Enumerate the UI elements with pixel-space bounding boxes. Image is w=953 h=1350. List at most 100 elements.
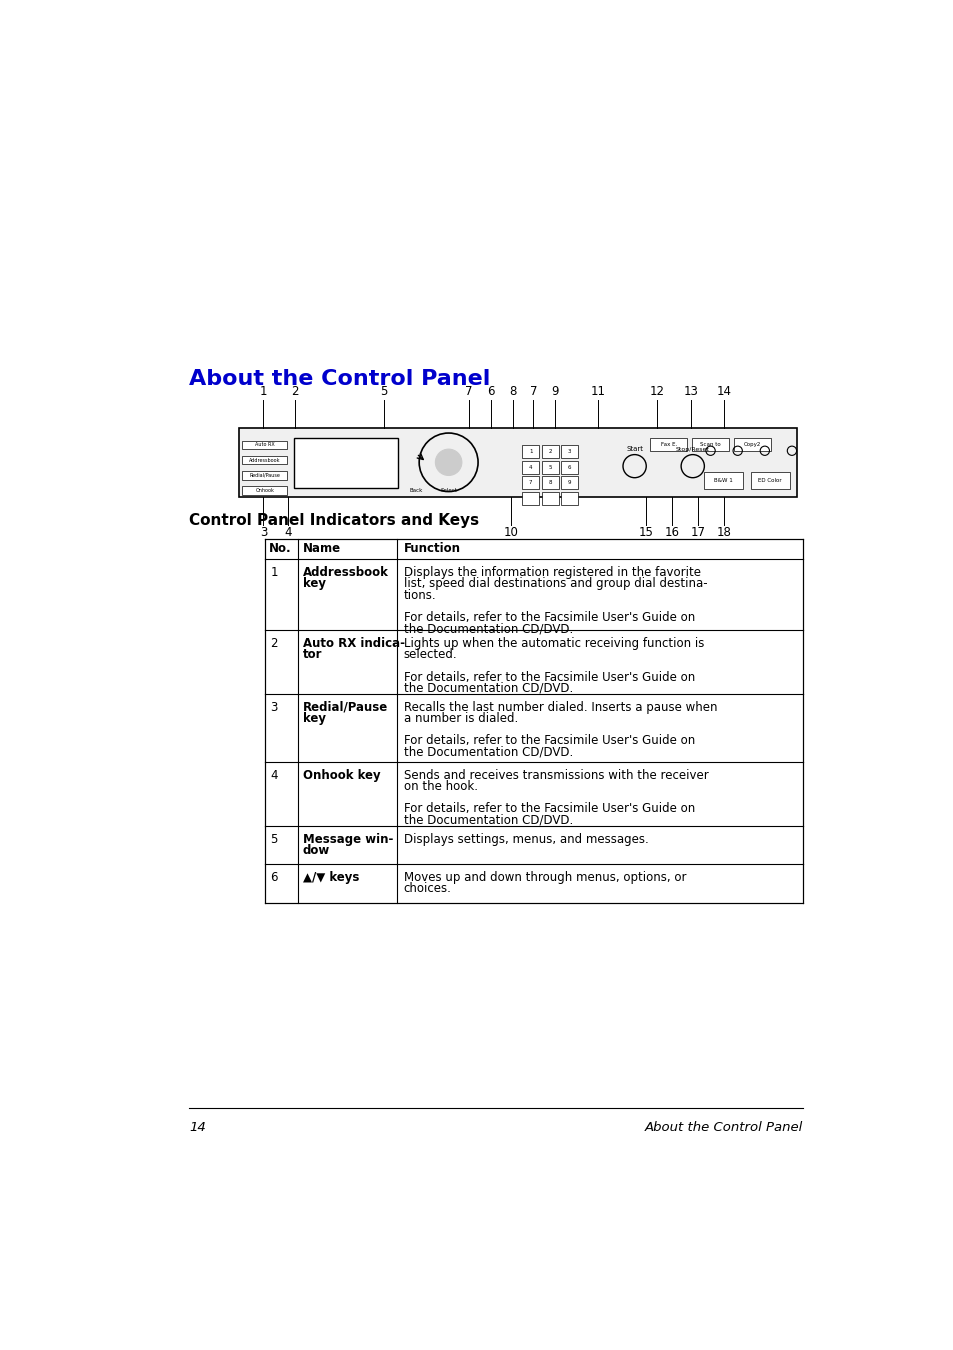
Bar — [733, 439, 770, 451]
Text: 7: 7 — [529, 385, 537, 398]
Text: 2: 2 — [548, 450, 552, 455]
Text: Redial/Pause: Redial/Pause — [303, 701, 388, 714]
Text: 5: 5 — [270, 833, 277, 845]
Text: ▲/▼ keys: ▲/▼ keys — [303, 871, 359, 884]
Text: For details, refer to the Facsimile User's Guide on: For details, refer to the Facsimile User… — [403, 802, 694, 815]
Text: Select: Select — [439, 489, 456, 493]
Text: Scan to: Scan to — [700, 441, 720, 447]
Text: 14: 14 — [716, 385, 731, 398]
Text: 15: 15 — [638, 526, 653, 539]
Bar — [541, 491, 558, 505]
Text: Moves up and down through menus, options, or: Moves up and down through menus, options… — [403, 871, 685, 884]
Text: 6: 6 — [487, 385, 495, 398]
Text: 16: 16 — [664, 526, 679, 539]
Text: Auto RX: Auto RX — [254, 443, 274, 447]
Text: 1: 1 — [529, 450, 532, 455]
Text: Displays settings, menus, and messages.: Displays settings, menus, and messages. — [403, 833, 648, 845]
Text: Start: Start — [625, 446, 642, 451]
Text: a number is dialed.: a number is dialed. — [403, 713, 517, 725]
Bar — [750, 472, 789, 489]
Text: 5: 5 — [548, 464, 552, 470]
Text: Stop/Reset: Stop/Reset — [675, 447, 709, 451]
Text: Lights up when the automatic receiving function is: Lights up when the automatic receiving f… — [403, 637, 703, 651]
Text: Sends and receives transmissions with the receiver: Sends and receives transmissions with th… — [403, 768, 708, 782]
Text: key: key — [303, 578, 326, 590]
Circle shape — [435, 450, 461, 475]
Text: Redial/Pause: Redial/Pause — [250, 472, 280, 478]
Text: the Documentation CD/DVD.: the Documentation CD/DVD. — [403, 745, 573, 759]
Text: 11: 11 — [590, 385, 605, 398]
Text: Message win-: Message win- — [303, 833, 393, 845]
Text: Control Panel Indicators and Keys: Control Panel Indicators and Keys — [189, 513, 478, 528]
Text: 6: 6 — [567, 464, 571, 470]
Bar — [541, 477, 558, 489]
Text: 2: 2 — [292, 385, 298, 398]
Text: on the hook.: on the hook. — [403, 780, 477, 792]
Text: Back: Back — [409, 489, 422, 493]
Text: the Documentation CD/DVD.: the Documentation CD/DVD. — [403, 814, 573, 826]
Text: 4: 4 — [284, 526, 292, 539]
Text: Name: Name — [303, 541, 340, 555]
Text: Displays the information registered in the favorite: Displays the information registered in t… — [403, 566, 700, 579]
Text: Onhook: Onhook — [255, 489, 274, 493]
Text: list, speed dial destinations and group dial destina-: list, speed dial destinations and group … — [403, 578, 706, 590]
Bar — [239, 428, 797, 497]
Text: tor: tor — [303, 648, 322, 662]
Text: 14: 14 — [189, 1120, 206, 1134]
Text: 18: 18 — [716, 526, 731, 539]
Text: Function: Function — [403, 541, 460, 555]
Bar — [541, 446, 558, 459]
Text: 4: 4 — [270, 768, 277, 782]
Bar — [521, 491, 538, 505]
Text: Addressbook: Addressbook — [249, 458, 280, 463]
Bar — [560, 491, 578, 505]
Text: 7: 7 — [529, 481, 532, 485]
Text: choices.: choices. — [403, 883, 451, 895]
Text: Auto RX indica-: Auto RX indica- — [303, 637, 404, 651]
Bar — [242, 486, 287, 495]
Text: 8: 8 — [509, 385, 517, 398]
Text: the Documentation CD/DVD.: the Documentation CD/DVD. — [403, 682, 573, 695]
Text: 9: 9 — [551, 385, 558, 398]
Text: 1: 1 — [270, 566, 277, 579]
Text: Onhook key: Onhook key — [303, 768, 380, 782]
Text: For details, refer to the Facsimile User's Guide on: For details, refer to the Facsimile User… — [403, 671, 694, 683]
Text: 9: 9 — [567, 481, 571, 485]
Bar — [541, 460, 558, 474]
Text: 2: 2 — [270, 637, 277, 651]
Text: 13: 13 — [682, 385, 698, 398]
Text: Copy2: Copy2 — [743, 441, 760, 447]
Bar — [242, 440, 287, 450]
Text: key: key — [303, 713, 326, 725]
Text: the Documentation CD/DVD.: the Documentation CD/DVD. — [403, 622, 573, 634]
Bar — [691, 439, 728, 451]
Text: Fax E.: Fax E. — [659, 441, 676, 447]
Text: dow: dow — [303, 844, 330, 857]
Text: 10: 10 — [503, 526, 518, 539]
Text: Addressbook: Addressbook — [303, 566, 389, 579]
Text: 3: 3 — [567, 450, 571, 455]
Text: ED Color: ED Color — [758, 478, 781, 483]
Text: 1: 1 — [259, 385, 267, 398]
Text: About the Control Panel: About the Control Panel — [644, 1120, 802, 1134]
Bar — [521, 477, 538, 489]
Bar — [649, 439, 686, 451]
Text: B&W 1: B&W 1 — [714, 478, 732, 483]
Text: For details, refer to the Facsimile User's Guide on: For details, refer to the Facsimile User… — [403, 612, 694, 624]
Text: selected.: selected. — [403, 648, 456, 662]
Text: 8: 8 — [548, 481, 552, 485]
Text: For details, refer to the Facsimile User's Guide on: For details, refer to the Facsimile User… — [403, 734, 694, 748]
Bar — [560, 460, 578, 474]
Bar — [521, 460, 538, 474]
Text: About the Control Panel: About the Control Panel — [189, 369, 490, 389]
Text: 4: 4 — [529, 464, 532, 470]
Bar — [560, 477, 578, 489]
Text: 5: 5 — [380, 385, 387, 398]
Bar — [242, 456, 287, 464]
Text: 6: 6 — [270, 871, 277, 884]
Text: Recalls the last number dialed. Inserts a pause when: Recalls the last number dialed. Inserts … — [403, 701, 717, 714]
Text: 12: 12 — [649, 385, 664, 398]
Bar — [242, 471, 287, 479]
Text: 17: 17 — [690, 526, 705, 539]
Bar — [294, 437, 397, 487]
